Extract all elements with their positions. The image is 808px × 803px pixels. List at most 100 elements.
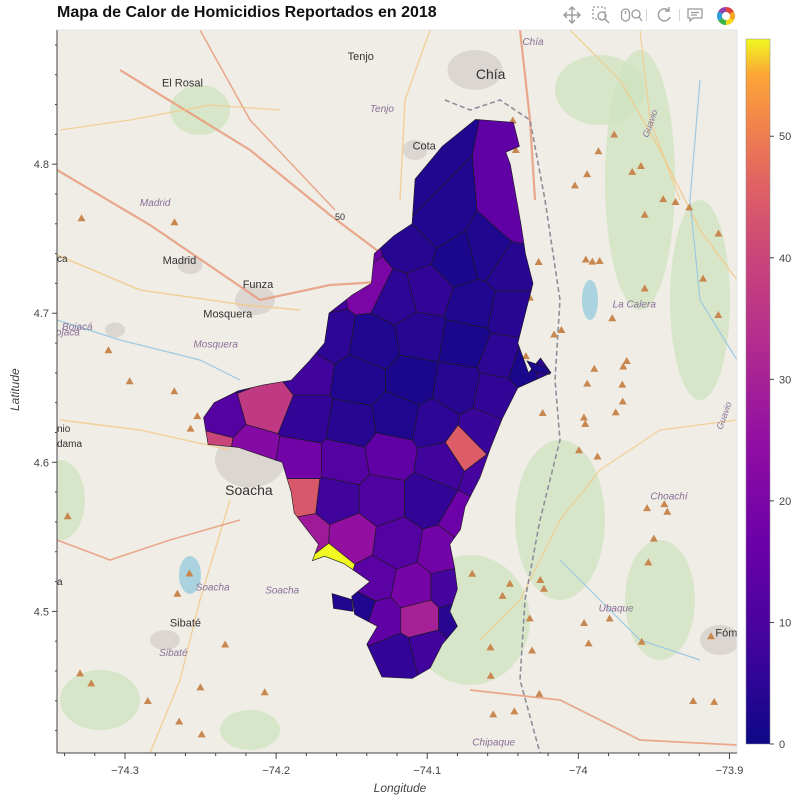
peak-marker (671, 197, 680, 205)
admin-border (444, 99, 561, 753)
area-label: Tenjo (370, 104, 395, 115)
colorbar-tick-label: 40 (779, 253, 791, 265)
colorbar-tick-label: 20 (779, 496, 791, 508)
green-area (625, 540, 695, 660)
locality-region[interactable] (526, 360, 551, 375)
peak-marker (260, 688, 269, 696)
road (57, 254, 301, 311)
edge-map-label: nio (57, 424, 71, 435)
river (559, 559, 701, 661)
green-area (57, 460, 85, 540)
town-label: Tenjo (348, 51, 374, 63)
peak-marker (608, 314, 617, 322)
peak-marker (170, 218, 179, 226)
toolbar-separator (646, 9, 647, 21)
peak-marker (575, 446, 584, 454)
edge-map-label: Bojacá (62, 322, 93, 333)
area-label: Mosquera (193, 340, 238, 351)
reset-icon[interactable] (654, 5, 674, 25)
peak-marker (534, 258, 543, 266)
wheel-zoom-icon[interactable] (620, 5, 643, 25)
peak-marker (618, 397, 627, 405)
urban-area (105, 322, 125, 338)
peak-marker (618, 380, 627, 388)
peak-marker (581, 255, 590, 263)
area-label: Chía (522, 37, 544, 48)
road (149, 499, 231, 753)
y-tick-label: 4.8 (34, 159, 49, 171)
urban-area (402, 140, 428, 160)
peak-marker (550, 330, 559, 338)
peak-marker (173, 589, 182, 597)
town-label: Madrid (163, 255, 197, 267)
peak-marker (143, 696, 152, 704)
locality-region[interactable] (508, 346, 538, 389)
peak-marker (77, 214, 86, 222)
peak-marker (170, 387, 179, 395)
peak-marker (663, 507, 672, 515)
peak-marker (536, 575, 545, 583)
peak-marker (660, 500, 669, 508)
area-label: Ubaque (599, 603, 634, 614)
toolbar-separator (679, 9, 680, 21)
peak-marker (508, 116, 517, 124)
peak-marker (714, 229, 723, 237)
peak-marker (104, 346, 113, 354)
colorbar-tick-label: 50 (779, 131, 791, 143)
peak-marker (579, 413, 588, 421)
locality-region[interactable] (231, 424, 281, 461)
peak-marker (594, 147, 603, 155)
urban-area (447, 50, 503, 90)
colorbar-tick-label: 30 (779, 374, 791, 386)
peak-marker (583, 379, 592, 387)
box-zoom-icon[interactable] (591, 5, 611, 25)
peak-marker (486, 643, 495, 651)
locality-region[interactable] (331, 593, 354, 612)
locality-region[interactable] (408, 629, 448, 676)
peak-marker (685, 203, 694, 211)
locality-region[interactable] (351, 591, 376, 622)
river (57, 319, 241, 381)
area-label: Soacha (196, 583, 230, 594)
peak-marker (197, 730, 206, 738)
peak-marker (580, 619, 589, 627)
locality-region[interactable] (364, 432, 418, 481)
town-label: Sibaté (170, 617, 201, 629)
chart-title: Mapa de Calor de Homicidios Reportados e… (57, 4, 437, 21)
edge-map-label: El Rosal (200, 22, 235, 32)
x-tick-label: −74.3 (111, 765, 139, 777)
colorbar-tick-label: 0 (779, 739, 785, 751)
river (689, 79, 737, 361)
peak-marker (595, 257, 604, 265)
locality-region[interactable] (325, 398, 377, 448)
road (59, 104, 281, 131)
locality-region[interactable] (390, 562, 432, 609)
peak-marker (643, 504, 652, 512)
pan-icon[interactable] (562, 5, 582, 25)
peak-marker (659, 195, 668, 203)
peak-marker (468, 569, 477, 577)
hover-icon[interactable] (685, 5, 705, 25)
edge-map-label: 50 (335, 212, 345, 222)
area-label: Madrid (140, 198, 171, 209)
green-area (60, 670, 140, 730)
peak-marker (535, 689, 544, 697)
peak-marker (185, 569, 194, 577)
locality-region[interactable] (312, 543, 356, 571)
road (569, 30, 737, 281)
road (59, 419, 231, 451)
choropleth-regions (203, 119, 552, 679)
peak-marker (637, 637, 646, 645)
x-tick-label: −74 (569, 765, 588, 777)
green-area (170, 85, 230, 135)
edge-map-label: a (57, 577, 63, 588)
area-label: Soacha (265, 585, 299, 596)
y-axis-label: Latitude (8, 368, 22, 411)
urban-area (177, 256, 203, 274)
x-axis-ticks: −74.3 −74.2 −74.1 −74 −73.9 (64, 753, 743, 777)
peak-marker (521, 352, 530, 360)
peak-marker (193, 412, 202, 420)
locality-region[interactable] (472, 119, 525, 245)
bokeh-logo[interactable] (715, 5, 736, 26)
